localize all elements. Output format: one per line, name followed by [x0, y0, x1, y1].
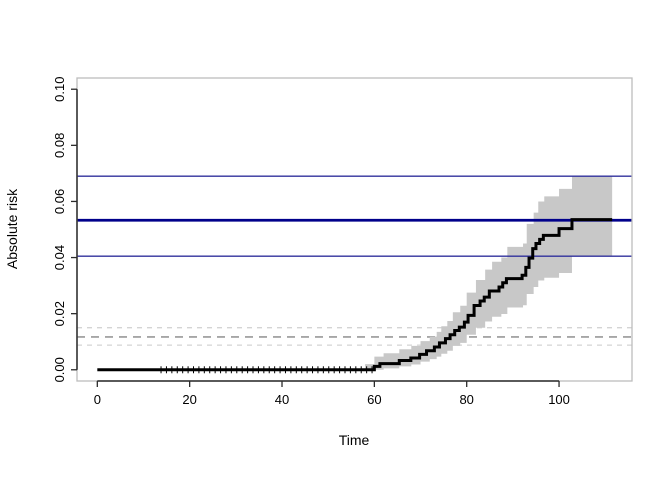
y-axis-tick-label: 0.02	[52, 301, 67, 326]
y-axis-tick-label: 0.00	[52, 357, 67, 382]
y-axis-tick-label: 0.04	[52, 245, 67, 270]
x-axis-tick-label: 60	[367, 392, 381, 407]
plot-area: 0 20 40 60 80 100 0.00 0.02 0.04 0.06 0.08 0.10	[52, 77, 633, 407]
absolute-risk-step-estimate	[97, 218, 613, 372]
pointwise-confidence-band	[365, 176, 613, 370]
y-axis-title: Absolute risk	[4, 188, 20, 269]
y-axis-tick-label: 0.08	[52, 133, 67, 158]
x-axis-title: Time	[339, 432, 370, 448]
x-axis-tick-label: 100	[548, 392, 570, 407]
x-axis-tick-label: 40	[275, 392, 289, 407]
y-axis-tick-label: 0.06	[52, 189, 67, 214]
x-axis-tick-label: 80	[459, 392, 473, 407]
x-axis-tick-label: 0	[94, 392, 101, 407]
y-axis-tick-label: 0.10	[52, 77, 67, 102]
x-axis-tick-label: 20	[182, 392, 196, 407]
